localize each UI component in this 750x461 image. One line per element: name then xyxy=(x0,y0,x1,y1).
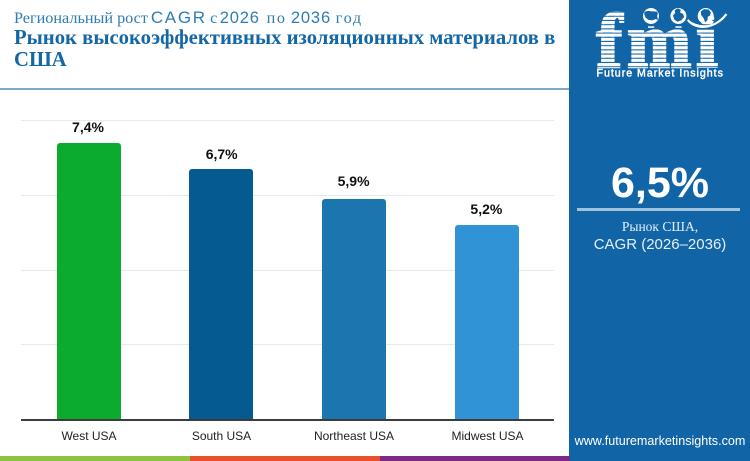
svg-text:Future Market Insights: Future Market Insights xyxy=(597,68,724,80)
